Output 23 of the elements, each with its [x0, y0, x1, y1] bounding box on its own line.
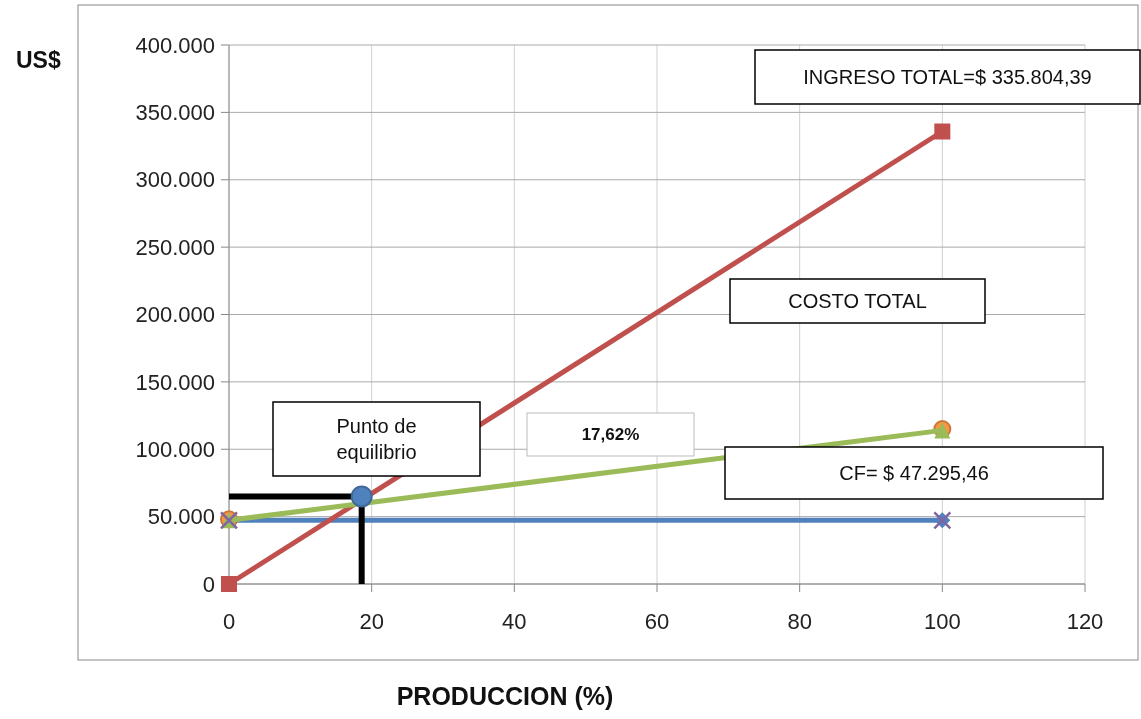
annotation: CF= $ 47.295,46: [839, 462, 989, 484]
y-tick-label: 350.000: [135, 100, 215, 126]
annotation: COSTO TOTAL: [788, 290, 927, 312]
y-tick-label: 100.000: [135, 436, 215, 462]
annotation: Punto de equilibrio: [336, 415, 417, 463]
annotation: INGRESO TOTAL=$ 335.804,39: [803, 66, 1092, 88]
y-tick-label: 300.000: [135, 167, 215, 193]
y-tick-label: 0: [202, 571, 215, 597]
x-tick-label: 0: [222, 609, 236, 634]
y-tick-label: 400.000: [135, 32, 215, 58]
x-tick-label: 60: [644, 609, 670, 634]
x-tick-label: 20: [359, 609, 384, 634]
y-tick-label: 250.000: [135, 234, 215, 260]
x-tick-label: 100: [923, 609, 961, 634]
x-tick-label: 40: [502, 609, 527, 634]
x-tick-label: 120: [1066, 609, 1104, 634]
annotation: 17,62%: [581, 425, 640, 445]
x-axis-title: PRODUCCION (%): [396, 682, 614, 710]
y-tick-label: 50.000: [147, 504, 215, 530]
y-tick-label: 200.000: [135, 302, 215, 328]
y-axis-title: US$: [16, 47, 61, 73]
x-tick-label: 80: [787, 609, 812, 634]
y-tick-label: 150.000: [135, 369, 215, 395]
